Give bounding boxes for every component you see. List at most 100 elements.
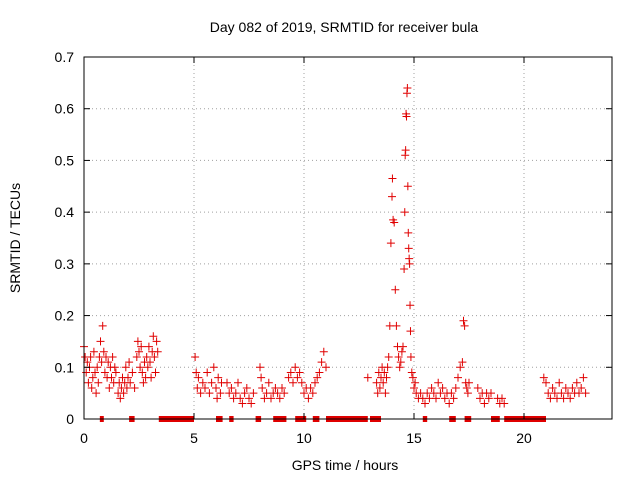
data-point — [462, 383, 471, 392]
data-point — [388, 192, 396, 201]
data-point — [487, 389, 495, 398]
y-tick-label: 0 — [66, 411, 74, 427]
data-point — [108, 352, 117, 361]
data-point — [449, 394, 458, 403]
x-axis-label: GPS time / hours — [292, 457, 399, 473]
data-point — [566, 394, 575, 403]
x-tick-label: 5 — [190, 430, 198, 446]
data-point — [238, 399, 247, 408]
y-axis-label: SRMTID / TECUs — [7, 183, 23, 293]
data-point — [434, 378, 443, 387]
data-point — [440, 394, 449, 403]
data-point — [196, 389, 205, 398]
data-point — [149, 332, 158, 341]
data-point — [460, 321, 469, 330]
data-point — [144, 342, 153, 351]
data-point — [207, 378, 216, 387]
data-points — [80, 84, 590, 422]
data-point — [236, 394, 245, 403]
data-point — [406, 327, 415, 336]
data-point — [375, 383, 384, 392]
data-point — [384, 352, 393, 361]
data-point — [404, 228, 413, 237]
axis-ticks: 0 0.1 0.2 0.3 0.4 0.5 0.6 0.7 0 5 10 15 20 — [55, 49, 612, 446]
data-point — [132, 352, 141, 361]
data-point — [278, 383, 286, 392]
data-point — [147, 373, 156, 382]
data-point — [432, 394, 440, 403]
data-point — [383, 363, 392, 372]
data-point — [125, 358, 134, 367]
data-point — [539, 373, 548, 382]
data-point — [427, 383, 436, 392]
data-point — [397, 347, 406, 356]
y-tick-label: 0.3 — [55, 256, 75, 272]
x-tick-label: 10 — [296, 430, 312, 446]
data-point — [394, 352, 403, 361]
data-point — [381, 389, 390, 398]
data-point — [124, 373, 132, 382]
y-tick-label: 0.1 — [55, 359, 75, 375]
data-point — [411, 378, 420, 387]
data-point — [137, 342, 146, 351]
data-point — [133, 337, 142, 346]
data-point — [88, 373, 97, 382]
data-point — [473, 383, 482, 392]
data-point — [223, 378, 231, 387]
data-point — [484, 394, 493, 403]
data-point — [300, 389, 308, 398]
data-point — [198, 378, 207, 387]
data-point — [410, 383, 418, 392]
data-point — [407, 368, 416, 377]
data-point — [463, 389, 472, 398]
data-point — [500, 399, 509, 408]
data-point — [447, 389, 456, 398]
data-point — [382, 373, 391, 382]
data-point — [212, 383, 220, 392]
data-point — [315, 368, 324, 377]
data-point — [392, 321, 401, 330]
data-point — [240, 389, 249, 398]
data-point — [146, 358, 154, 367]
data-point — [400, 208, 409, 217]
data-point — [121, 363, 130, 372]
data-point — [111, 368, 120, 377]
data-point — [297, 378, 306, 387]
data-point — [142, 352, 151, 361]
y-tick-label: 0.5 — [55, 152, 75, 168]
data-point — [280, 389, 289, 398]
data-point — [99, 347, 108, 356]
data-point — [143, 363, 152, 372]
data-point — [363, 373, 372, 382]
data-point — [456, 363, 465, 372]
data-point — [267, 394, 275, 403]
data-point — [247, 399, 256, 408]
data-point — [404, 244, 413, 253]
data-point — [555, 378, 564, 387]
data-point — [94, 378, 103, 387]
data-point — [89, 347, 98, 356]
data-point — [577, 383, 586, 392]
data-point — [390, 218, 399, 227]
data-point — [306, 383, 315, 392]
data-point — [105, 383, 114, 392]
data-point — [388, 174, 397, 183]
data-point — [568, 383, 577, 392]
data-point — [258, 383, 267, 392]
data-point — [242, 383, 251, 392]
data-point — [406, 301, 415, 310]
data-point — [458, 358, 467, 367]
data-point — [116, 394, 125, 403]
data-point — [480, 399, 489, 408]
data-point — [498, 394, 506, 403]
data-point — [257, 373, 266, 382]
data-point — [313, 373, 322, 382]
data-point — [579, 373, 588, 382]
data-point — [138, 368, 147, 377]
data-point — [451, 383, 460, 392]
data-point — [386, 239, 395, 248]
data-point — [203, 368, 212, 377]
data-point — [465, 378, 473, 387]
data-point — [84, 378, 93, 387]
data-point — [91, 368, 99, 377]
